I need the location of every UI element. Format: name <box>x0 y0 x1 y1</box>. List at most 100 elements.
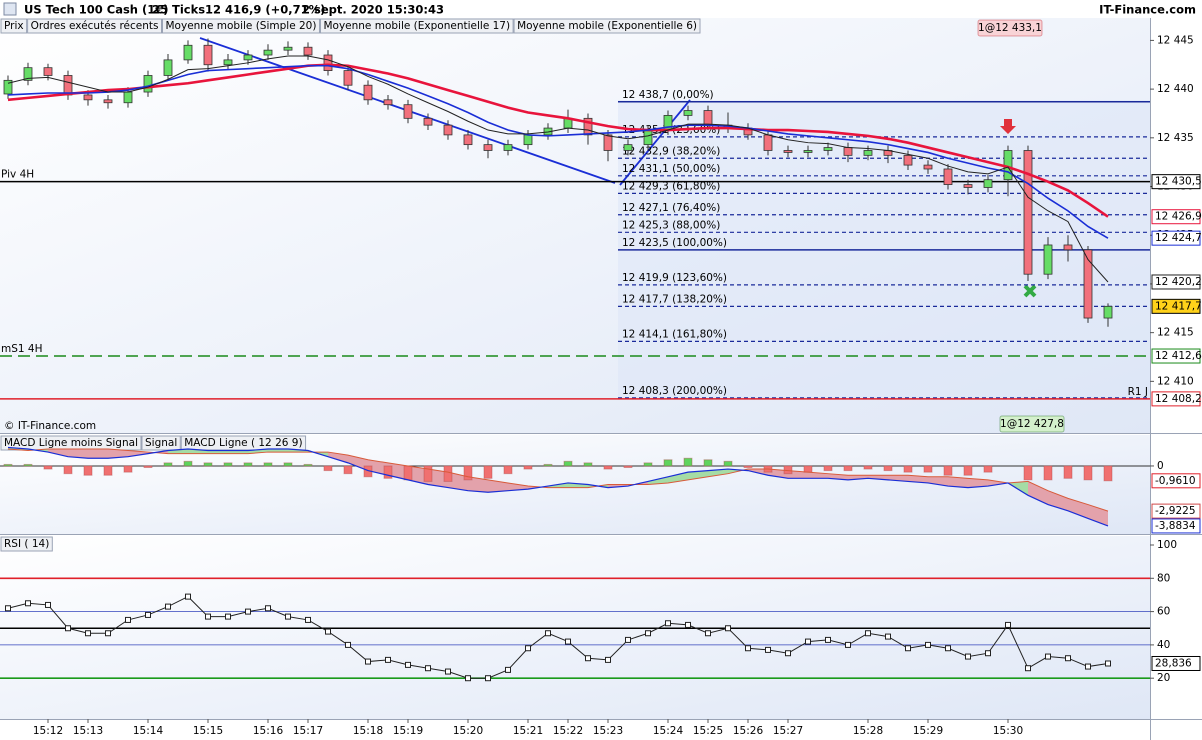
candle-body <box>523 134 533 146</box>
candle-body <box>503 144 513 151</box>
histogram-bar <box>603 465 613 470</box>
y-tick-label: 12 445 <box>1157 34 1194 46</box>
macd-area <box>928 476 948 487</box>
signal-line <box>7 448 1109 512</box>
macd-area <box>988 479 1008 487</box>
histogram-bar <box>343 465 353 475</box>
histogram-bar <box>783 465 793 475</box>
value-label: 12 424,7 <box>1155 232 1202 244</box>
fib-label: 12 419,9 (123,60%) <box>622 272 727 284</box>
histogram-bar <box>283 462 293 467</box>
histogram-bar <box>583 462 593 467</box>
moving-average <box>7 63 1109 218</box>
macd-area <box>908 475 928 483</box>
rsi-point <box>405 661 411 668</box>
rsi-point <box>785 650 791 657</box>
candle-body <box>943 168 953 185</box>
rsi-point <box>485 675 491 682</box>
candle-body <box>103 99 113 104</box>
histogram-bar <box>143 465 153 469</box>
value-label-box <box>1151 473 1201 489</box>
rsi-point <box>1065 655 1071 662</box>
histogram-bar <box>63 465 73 475</box>
candle-body <box>863 150 873 156</box>
candle-body <box>183 44 193 61</box>
candle-body <box>763 134 773 151</box>
value-label-box <box>1151 518 1201 534</box>
value-label-box <box>1151 503 1201 519</box>
value-label: -3,8834 <box>1155 520 1196 532</box>
histogram-bar <box>123 465 133 473</box>
candle-body <box>843 147 853 156</box>
fib-label: 12 417,7 (138,20%) <box>622 293 727 305</box>
macd-area <box>708 469 728 477</box>
histogram-bar <box>683 457 693 467</box>
sell-marker <box>1000 119 1016 134</box>
histogram-bar <box>863 465 873 470</box>
value-label: 12 420,2 <box>1155 276 1202 288</box>
value-label: 12 412,6 <box>1155 350 1202 362</box>
rsi-point <box>225 613 231 620</box>
macd-area <box>488 479 508 493</box>
candle-body <box>243 54 253 61</box>
rsi-point <box>445 668 451 675</box>
pivot-name: mS1 4H <box>1 343 43 355</box>
x-tick-label: 15:27 <box>773 725 803 737</box>
rsi-point <box>345 641 351 648</box>
candle-body <box>223 59 233 66</box>
histogram-bar <box>223 462 233 467</box>
macd-area <box>208 450 228 454</box>
candle-body <box>1023 150 1033 275</box>
value-label-box <box>1151 274 1201 290</box>
candle-body <box>983 179 993 188</box>
x-tick-label: 15:22 <box>553 725 583 737</box>
macd-area <box>508 482 528 491</box>
moving-average <box>7 55 1109 283</box>
x-tick-label: 15:20 <box>453 725 483 737</box>
fib-label: 12 431,1 (50,00%) <box>622 163 720 175</box>
histogram-bar <box>23 463 33 467</box>
candle-body <box>1103 305 1113 319</box>
order-label: 1@12 427,8 <box>1000 418 1064 430</box>
candle-body <box>903 154 913 166</box>
candle-body <box>363 84 373 101</box>
rsi-point <box>605 656 611 663</box>
macd-area <box>788 470 808 479</box>
rsi-point <box>845 641 851 648</box>
legend-box <box>513 18 701 34</box>
macd-area <box>448 472 468 491</box>
fib-label: 12 429,3 (61,80%) <box>622 180 720 192</box>
rsi-point <box>745 645 751 652</box>
histogram-bar <box>903 465 913 473</box>
rsi-point <box>905 645 911 652</box>
candle-body <box>143 75 153 93</box>
rsi-point <box>165 603 171 610</box>
x-tick-label: 15:30 <box>993 725 1023 737</box>
histogram-bar <box>963 465 973 476</box>
candle-body <box>403 104 413 119</box>
histogram-bar <box>543 463 553 467</box>
value-label-box <box>1151 174 1201 190</box>
histogram-bar <box>803 465 813 473</box>
macd-area <box>388 462 408 480</box>
histogram-bar <box>3 463 13 467</box>
y-tick-label: 12 440 <box>1157 83 1194 95</box>
candle-body <box>963 184 973 188</box>
rsi-point <box>125 616 131 623</box>
trend-line <box>619 99 691 186</box>
macd-area <box>68 448 88 459</box>
value-label-box <box>1151 209 1201 225</box>
y-tick-label: 40 <box>1157 639 1170 651</box>
histogram-bar <box>323 465 333 472</box>
symbol-icon[interactable] <box>3 2 17 16</box>
legend-entry: Ordres exécutés récents <box>31 20 159 32</box>
candle-body <box>443 124 453 136</box>
rsi-point <box>885 633 891 640</box>
interval: 25 Ticks <box>152 3 205 17</box>
candle-body <box>423 117 433 126</box>
candle-body <box>703 110 713 126</box>
histogram-bar <box>243 462 253 467</box>
histogram-bar <box>743 465 753 469</box>
value-label-box <box>1151 655 1201 671</box>
rsi-point <box>5 605 11 612</box>
